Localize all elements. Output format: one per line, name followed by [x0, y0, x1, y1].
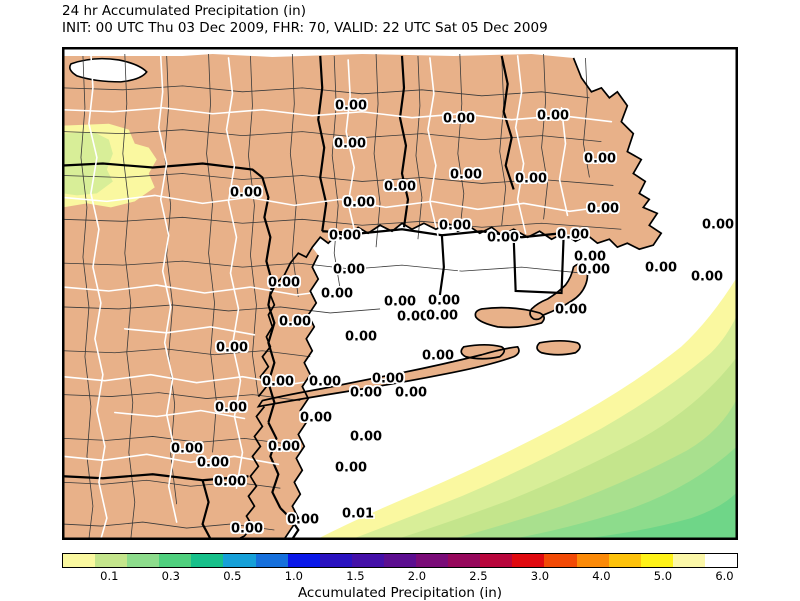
- colorbar-tick: 1.5: [346, 569, 365, 583]
- title-line-primary: 24 hr Accumulated Precipitation (in): [62, 3, 306, 19]
- colorbar-tick: 0.1: [100, 569, 119, 583]
- marthas-vineyard: [461, 344, 505, 359]
- colorbar-segment-19: [672, 554, 705, 567]
- colorbar-segment-13: [480, 554, 513, 567]
- ocean-precip-contours: [317, 277, 737, 539]
- rivers-and-highways: [63, 53, 617, 539]
- page-title: 24 hr Accumulated Precipitation (in) INI…: [62, 3, 762, 37]
- colorbar-segment-4: [191, 554, 224, 567]
- colorbar-tick: 4.0: [592, 569, 611, 583]
- colorbar-segment-20: [704, 554, 737, 567]
- cape-cod-inner: [475, 307, 545, 328]
- colorbar-segment-8: [319, 554, 352, 567]
- colorbar-section: 0.1 0.3 0.5 1.0 1.5 2.0 2.5 3.0 4.0 5.0 6.0 Accumu…: [62, 553, 738, 601]
- colorbar-tick: 3.0: [530, 569, 550, 583]
- colorbar-tick: 2.0: [407, 569, 427, 583]
- colorbar-tick: 0.5: [223, 569, 242, 583]
- colorbar-tick: 2.5: [469, 569, 488, 583]
- colorbar-tick: 1.0: [284, 569, 304, 583]
- map-border: [63, 48, 737, 539]
- colorbar-segment-3: [159, 554, 192, 567]
- precipitation-map[interactable]: 0.00 0.00 0.00 0.00 0.00 0.00 0.00 0.00 0.00 0.00…: [62, 47, 738, 540]
- colorbar-segment-16: [576, 554, 609, 567]
- colorbar-segment-9: [351, 554, 384, 567]
- lake-ontario: [69, 57, 148, 83]
- colorbar-segment-17: [608, 554, 641, 567]
- coastline: [238, 57, 663, 539]
- colorbar-segment-18: [640, 554, 673, 567]
- colorbar-segment-0: [63, 554, 96, 567]
- colorbar-tick-labels: 0.1 0.3 0.5 1.0 1.5 2.0 2.5 3.0 4.0 5.0 6.0: [62, 569, 738, 585]
- colorbar-segment-10: [383, 554, 417, 567]
- colorbar-segment-14: [512, 554, 545, 567]
- county-boundaries: [63, 53, 622, 539]
- colorbar-tick: 6.0: [715, 569, 734, 583]
- colorbar-segment-12: [448, 554, 481, 567]
- colorbar-tick: 0.3: [161, 569, 180, 583]
- colorbar-axis-label: Accumulated Precipitation (in): [297, 585, 503, 601]
- nantucket: [537, 340, 581, 355]
- colorbar-segment-5: [223, 554, 256, 567]
- title-line-metadata: INIT: 00 UTC Thu 03 Dec 2009, FHR: 70, V…: [62, 20, 548, 36]
- colorbar-segment-11: [416, 554, 449, 567]
- colorbar-segment-7: [287, 554, 320, 567]
- colorbar-segment-1: [95, 554, 128, 567]
- map-graphic: [63, 48, 737, 539]
- colorbar-tick: 5.0: [653, 569, 673, 583]
- colorbar-segment-6: [255, 554, 288, 567]
- colorbar-segment-2: [127, 554, 160, 567]
- colorbar[interactable]: [62, 553, 738, 568]
- state-boundaries: [63, 55, 565, 539]
- colorbar-segment-15: [544, 554, 577, 567]
